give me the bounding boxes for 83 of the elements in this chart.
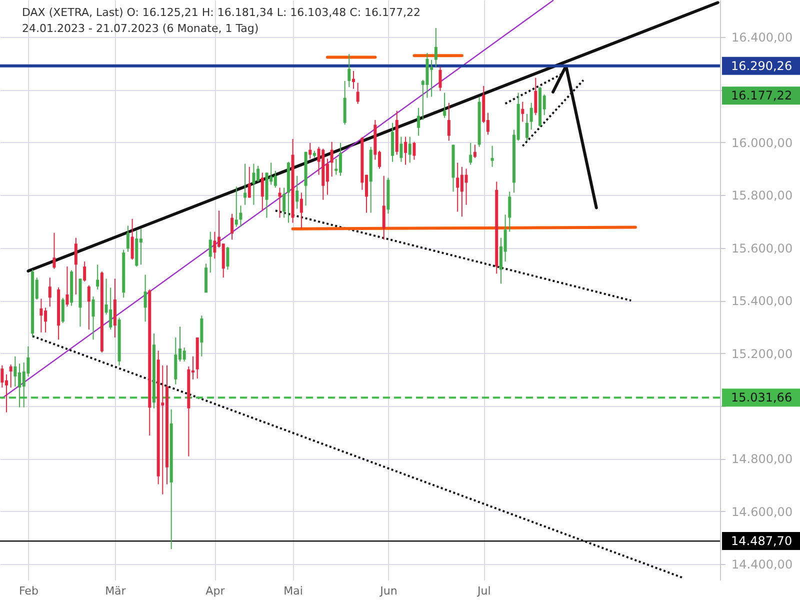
candlestick bbox=[66, 266, 69, 308]
candlestick bbox=[464, 168, 468, 206]
candlestick bbox=[234, 186, 238, 228]
ref-line-label: 14.487,70 bbox=[731, 534, 792, 548]
y-tick-label: 14.400,00 bbox=[732, 558, 793, 572]
candlestick bbox=[508, 191, 512, 232]
y-tick-label: 15.200,00 bbox=[732, 346, 793, 361]
candlestick bbox=[248, 166, 251, 198]
candlestick bbox=[400, 136, 403, 162]
candlestick bbox=[308, 142, 312, 160]
candlestick bbox=[447, 102, 450, 142]
candlestick bbox=[0, 364, 4, 388]
x-tick-label: Feb bbox=[18, 584, 38, 598]
candlestick bbox=[469, 142, 472, 166]
candlestick bbox=[230, 213, 234, 240]
text: 24.01.2023 - 21.07.2023 (6 Monate, 1 Tag) bbox=[22, 22, 259, 35]
candlestick bbox=[139, 228, 142, 266]
x-tick-label: Jun bbox=[379, 584, 398, 598]
candlestick bbox=[530, 102, 533, 130]
y-tick-label: 14.600,00 bbox=[732, 504, 793, 519]
candlestick bbox=[412, 141, 416, 160]
candlestick bbox=[391, 122, 394, 162]
candlestick bbox=[226, 246, 230, 270]
y-tick-label: 14.800,00 bbox=[732, 452, 793, 466]
ref-line-label: 15.031,66 bbox=[731, 390, 792, 405]
candlestick bbox=[126, 225, 130, 252]
candlestick bbox=[96, 264, 100, 290]
candlestick bbox=[130, 218, 134, 260]
candlestick bbox=[213, 231, 216, 260]
candlestick bbox=[438, 66, 442, 92]
candlestick bbox=[282, 187, 286, 218]
candlestick bbox=[14, 356, 17, 387]
candlestick bbox=[352, 70, 355, 90]
candlestick bbox=[83, 261, 86, 282]
candlestick bbox=[74, 237, 78, 295]
candlestick bbox=[521, 101, 524, 122]
candlestick bbox=[456, 162, 460, 212]
text: DAX (XETRA, Last) O: 16.125,21 H: 16.181,34 L: 16.103,48 C: 16.177,22 bbox=[22, 6, 421, 19]
candlestick bbox=[382, 175, 386, 240]
candlestick bbox=[473, 144, 476, 158]
candlestick bbox=[278, 187, 282, 218]
text: 16.177,22 bbox=[731, 88, 792, 103]
x-tick-label: Mär bbox=[105, 584, 126, 598]
candlestick bbox=[239, 205, 242, 228]
candlestick bbox=[244, 163, 247, 206]
y-tick-label: 16.000,00 bbox=[732, 136, 793, 150]
x-tick-label: Jul bbox=[476, 584, 491, 598]
candlestick bbox=[208, 231, 212, 274]
candlestick bbox=[52, 232, 56, 270]
candlestick bbox=[300, 192, 303, 230]
y-tick-label: 15.400,00 bbox=[732, 294, 793, 308]
candlestick bbox=[48, 277, 52, 308]
candlestick bbox=[356, 82, 360, 104]
candlestick bbox=[200, 315, 204, 357]
candlestick bbox=[525, 113, 528, 142]
x-tick-label: Mai bbox=[284, 584, 303, 598]
candlestick bbox=[417, 107, 420, 136]
candlestick bbox=[61, 297, 64, 324]
candlestick bbox=[182, 346, 186, 362]
y-tick-label: 16.400,00 bbox=[732, 30, 793, 44]
candlestick bbox=[534, 77, 538, 116]
y-tick-label: 15.800,00 bbox=[732, 188, 793, 203]
candlestick bbox=[348, 54, 351, 88]
candlestick bbox=[260, 172, 264, 212]
candlestick bbox=[404, 136, 408, 166]
candlestick bbox=[252, 163, 256, 206]
candlestick bbox=[9, 364, 12, 388]
candlestick bbox=[408, 136, 412, 164]
candlestick bbox=[443, 92, 446, 118]
candlestick bbox=[87, 284, 90, 330]
candlestick bbox=[330, 141, 334, 178]
candlestick bbox=[490, 145, 494, 168]
candlestick bbox=[109, 287, 112, 330]
y-tick-label: 15.600,00 bbox=[732, 241, 793, 256]
candlestick bbox=[434, 27, 438, 68]
candlestick bbox=[296, 175, 299, 210]
candlestick bbox=[274, 170, 277, 188]
candlestick bbox=[92, 296, 95, 340]
candlestick bbox=[144, 274, 147, 322]
x-tick-label: Apr bbox=[206, 584, 226, 598]
candlestick bbox=[338, 142, 342, 176]
ref-line-label: 16.290,26 bbox=[731, 58, 792, 73]
candlestick bbox=[40, 298, 43, 333]
